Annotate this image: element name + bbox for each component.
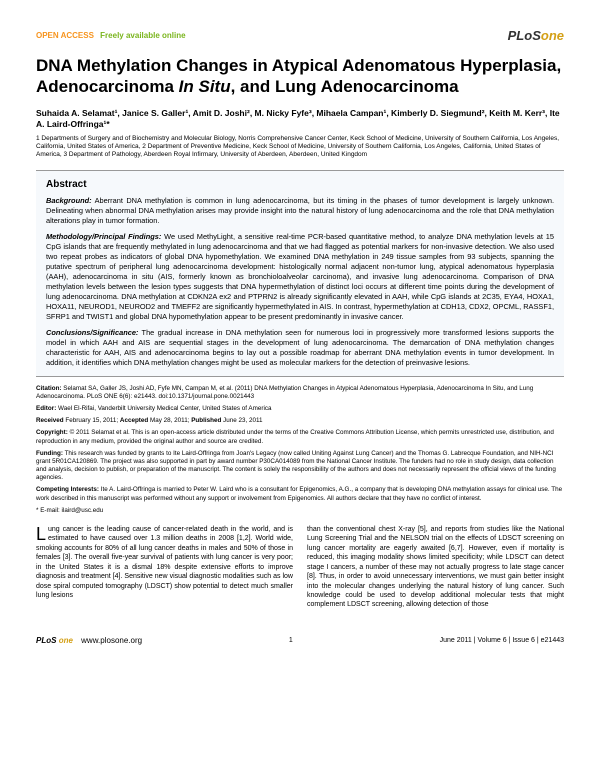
article-title: DNA Methylation Changes in Atypical Aden…	[36, 55, 564, 98]
oa-label: OPEN ACCESS	[36, 31, 94, 40]
abstract-methods: Methodology/Principal Findings: We used …	[46, 232, 554, 322]
abstract-box: Abstract Background: Aberrant DNA methyl…	[36, 170, 564, 377]
article-meta: Citation: Selamat SA, Galler JS, Joshi A…	[36, 385, 564, 515]
abstract-conclusions: Conclusions/Significance: The gradual in…	[46, 328, 554, 368]
abstract-background: Background: Aberrant DNA methylation is …	[46, 196, 554, 226]
freely-label: Freely available online	[100, 31, 185, 40]
issue-info: June 2011 | Volume 6 | Issue 6 | e21443	[440, 637, 564, 644]
journal-logo: PLoSone	[508, 28, 564, 43]
abstract-heading: Abstract	[46, 179, 554, 190]
corresponding-email: * E-mail: ilaird@usc.edu	[36, 507, 564, 515]
dropcap: L	[36, 525, 48, 543]
open-access-badge: OPEN ACCESS Freely available online	[36, 31, 186, 40]
column-right: than the conventional chest X-ray [5], a…	[307, 525, 564, 610]
footer-logo: PLoS one www.plosone.org	[36, 636, 142, 645]
body-text: Lung cancer is the leading cause of canc…	[36, 525, 564, 610]
page-number: 1	[289, 637, 293, 644]
affiliations: 1 Departments of Surgery and of Biochemi…	[36, 135, 564, 160]
page-footer: PLoS one www.plosone.org 1 June 2011 | V…	[0, 630, 600, 655]
column-left: Lung cancer is the leading cause of canc…	[36, 525, 293, 610]
header: OPEN ACCESS Freely available online PLoS…	[36, 28, 564, 43]
authors: Suhaida A. Selamat¹, Janice S. Galler¹, …	[36, 108, 564, 130]
